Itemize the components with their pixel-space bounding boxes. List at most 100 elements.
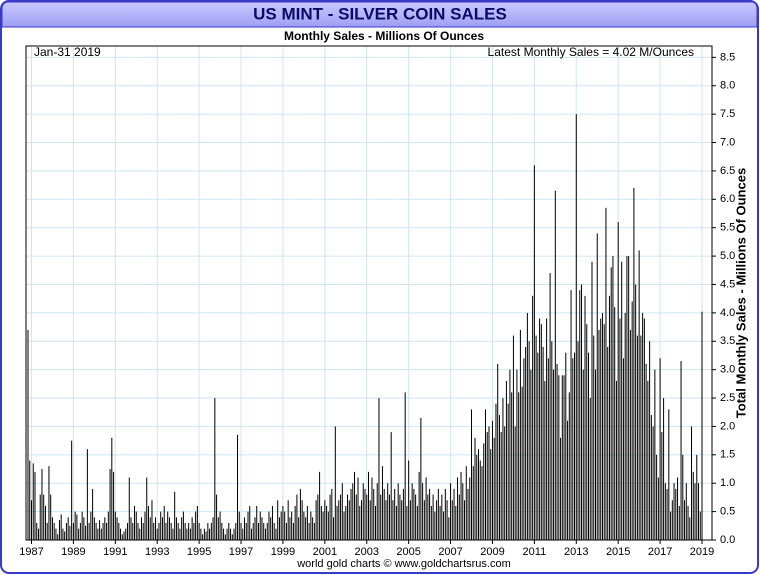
bar (689, 517, 691, 540)
bar (523, 358, 525, 540)
bar (62, 528, 64, 540)
bar (525, 346, 527, 540)
bar (203, 528, 205, 540)
y-tick-label: 1.0 (720, 477, 735, 489)
bar (511, 392, 513, 540)
bar (142, 522, 144, 540)
bar (111, 437, 113, 540)
bar (376, 483, 378, 540)
bar (271, 505, 273, 540)
bar (306, 505, 308, 540)
bar (36, 522, 38, 540)
bar (137, 522, 139, 540)
bar (645, 363, 647, 540)
bar (167, 511, 169, 540)
bar (551, 341, 553, 540)
bar (617, 222, 619, 540)
bar (593, 335, 595, 540)
x-tick-label: 1997 (229, 546, 253, 558)
bar (502, 398, 504, 540)
x-tick-label: 2003 (355, 546, 379, 558)
bar (374, 505, 376, 540)
bar (692, 471, 694, 540)
bar (490, 449, 492, 540)
bar (479, 460, 481, 540)
bar (553, 369, 555, 540)
bar (352, 483, 354, 540)
bar (92, 488, 94, 540)
bar (588, 352, 590, 540)
bar (584, 295, 586, 540)
bar (207, 522, 209, 540)
y-axis-title: Total Monthly Sales - Millions Of Ounces (733, 168, 748, 418)
bar (69, 525, 71, 540)
bar (530, 369, 532, 540)
bar (615, 381, 617, 540)
bar (130, 517, 132, 540)
bar (71, 440, 73, 540)
bar (504, 426, 506, 540)
bar (392, 500, 394, 540)
bar (441, 494, 443, 540)
bar (254, 517, 256, 540)
bar (516, 369, 518, 540)
bar (493, 437, 495, 540)
bar (179, 528, 181, 540)
bar (275, 528, 277, 540)
bar (671, 500, 673, 540)
bar (401, 500, 403, 540)
bar (643, 318, 645, 540)
bar (446, 500, 448, 540)
bar (696, 454, 698, 540)
bar (237, 434, 239, 540)
bar (408, 460, 410, 540)
bar (373, 488, 375, 540)
plot-area (26, 46, 712, 541)
bar (488, 426, 490, 540)
bar (415, 494, 417, 540)
date-label: Jan-31 2019 (34, 45, 101, 59)
bar (128, 477, 130, 540)
bar (76, 514, 78, 540)
bar (55, 528, 57, 540)
y-tick-label: 4.5 (720, 278, 735, 290)
bar (409, 500, 411, 540)
bar (619, 318, 621, 540)
bar (465, 466, 467, 540)
bar (86, 449, 88, 540)
bar (497, 363, 499, 540)
bar (331, 488, 333, 540)
bar (474, 437, 476, 540)
bar (684, 500, 686, 540)
bar (106, 522, 108, 540)
bar (364, 488, 366, 540)
bar (366, 494, 368, 540)
bar (235, 522, 237, 540)
bar (621, 261, 623, 540)
bar (420, 417, 422, 540)
bar (631, 301, 633, 540)
bar (224, 534, 226, 540)
bar (256, 505, 258, 540)
bar (378, 398, 380, 540)
bar (437, 488, 439, 540)
bar (652, 426, 654, 540)
bar (628, 256, 630, 540)
bar (395, 505, 397, 540)
bar (264, 528, 266, 540)
bar (682, 454, 684, 540)
bar (308, 522, 310, 540)
y-tick-label: 3.0 (720, 364, 735, 376)
bar (546, 318, 548, 540)
bar (422, 483, 424, 540)
bar (154, 517, 156, 540)
bar (58, 520, 60, 540)
y-tick-label: 7.0 (720, 136, 735, 148)
bar (301, 500, 303, 540)
bar (453, 488, 455, 540)
bar (586, 324, 588, 540)
bar (404, 392, 406, 540)
bar (345, 505, 347, 540)
bar (30, 500, 32, 540)
bar (53, 522, 55, 540)
